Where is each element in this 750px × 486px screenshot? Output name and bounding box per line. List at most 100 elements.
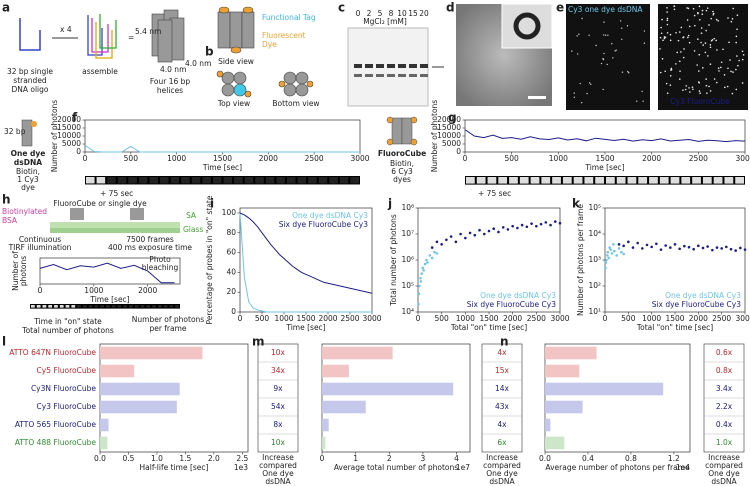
frame	[541, 177, 551, 184]
spot	[662, 39, 664, 42]
spot	[727, 67, 729, 70]
frame	[297, 177, 307, 184]
spot	[677, 39, 680, 42]
bar	[322, 400, 366, 414]
increase-header: dsDNA	[489, 477, 515, 486]
y-tick-label: 5000	[62, 139, 81, 148]
spot	[723, 74, 726, 76]
label: x 4	[60, 25, 72, 34]
point	[725, 245, 728, 249]
x-tick-label: 3000	[550, 314, 569, 323]
spot	[691, 86, 694, 88]
frame	[223, 177, 233, 184]
y-axis-label: Number of photons	[50, 100, 59, 173]
frame	[59, 305, 64, 308]
increase-label: 10x	[271, 438, 286, 447]
spot	[688, 25, 691, 28]
y-tick-label: 10⁸	[401, 203, 414, 212]
spot	[715, 39, 717, 42]
spot	[673, 8, 676, 11]
frame	[128, 177, 137, 184]
point	[743, 248, 747, 251]
frame	[140, 305, 145, 308]
spot	[688, 87, 690, 89]
spot	[708, 85, 710, 88]
frame	[181, 177, 190, 184]
x-tick-label: 1.2	[668, 454, 680, 463]
point	[622, 244, 625, 248]
tirf-image	[566, 4, 650, 110]
label: Side view	[218, 57, 254, 66]
spot	[588, 82, 591, 84]
frame	[530, 177, 540, 184]
x-tick-label: 0	[320, 454, 325, 463]
spot	[571, 50, 573, 52]
spot	[660, 26, 662, 29]
frame	[286, 177, 296, 184]
x-tick-label: 1500	[213, 154, 232, 163]
y-tick-label: 10³	[588, 255, 601, 264]
spot	[603, 52, 605, 55]
spot	[670, 67, 673, 70]
label: Biotinylated	[2, 207, 47, 216]
point	[423, 262, 427, 266]
spot	[576, 53, 579, 55]
spot	[731, 18, 734, 20]
spot	[722, 48, 724, 51]
frame	[212, 177, 222, 184]
spot	[669, 84, 672, 86]
frame	[595, 177, 604, 184]
spot	[680, 26, 683, 29]
x-tick-label: 0.0	[94, 454, 106, 463]
spot	[679, 31, 681, 33]
point	[445, 238, 448, 242]
frame	[735, 177, 744, 184]
increase-header: compared	[259, 461, 297, 470]
increase-label: 0.4x	[716, 420, 733, 429]
increase-label: 2.2x	[716, 402, 733, 411]
point	[419, 280, 423, 283]
point	[539, 222, 543, 226]
label: Time in "on" state	[33, 317, 102, 326]
category-label: ATTO 488 FluoroCube	[15, 438, 97, 447]
bar	[322, 346, 393, 360]
legend-label: Six dye FluoroCube Cy3	[467, 300, 557, 309]
x-tick-label: 1.0	[151, 454, 163, 463]
category-label: Cy5 FluoroCube	[37, 366, 97, 375]
spot	[735, 68, 737, 71]
point	[620, 250, 623, 254]
point	[530, 222, 533, 225]
spot	[692, 8, 695, 10]
point	[511, 224, 514, 228]
label: One dye	[11, 149, 46, 158]
point	[678, 247, 681, 251]
label: 4.0 nm	[185, 59, 211, 68]
spot	[736, 55, 738, 57]
spot	[621, 71, 624, 73]
legend-label: One dye dsDNA Cy3	[292, 211, 368, 220]
y-axis-label: Number of photons	[430, 100, 439, 173]
increase-header: Increase	[708, 453, 740, 462]
point	[627, 240, 630, 244]
spot	[698, 70, 700, 72]
y-tick-label: 20000	[437, 115, 461, 124]
panel-letter: f	[72, 111, 78, 125]
increase-label: 0.6x	[716, 348, 733, 357]
spot	[643, 42, 646, 44]
frame	[234, 177, 243, 184]
spot	[675, 31, 677, 34]
panel-letter: a	[2, 1, 10, 15]
dsdna-icon	[21, 119, 37, 147]
bar	[322, 436, 326, 450]
spot	[682, 36, 685, 38]
spot	[731, 92, 734, 95]
legend-label: One dye dsDNA Cy3	[665, 291, 741, 300]
category-label: ATTO 647N FluoroCube	[9, 348, 96, 357]
point	[422, 269, 425, 272]
frame	[65, 305, 70, 308]
lane-label: 20	[419, 9, 429, 18]
spot	[573, 92, 575, 94]
point	[435, 240, 439, 244]
point	[604, 266, 607, 270]
frame	[94, 305, 99, 308]
